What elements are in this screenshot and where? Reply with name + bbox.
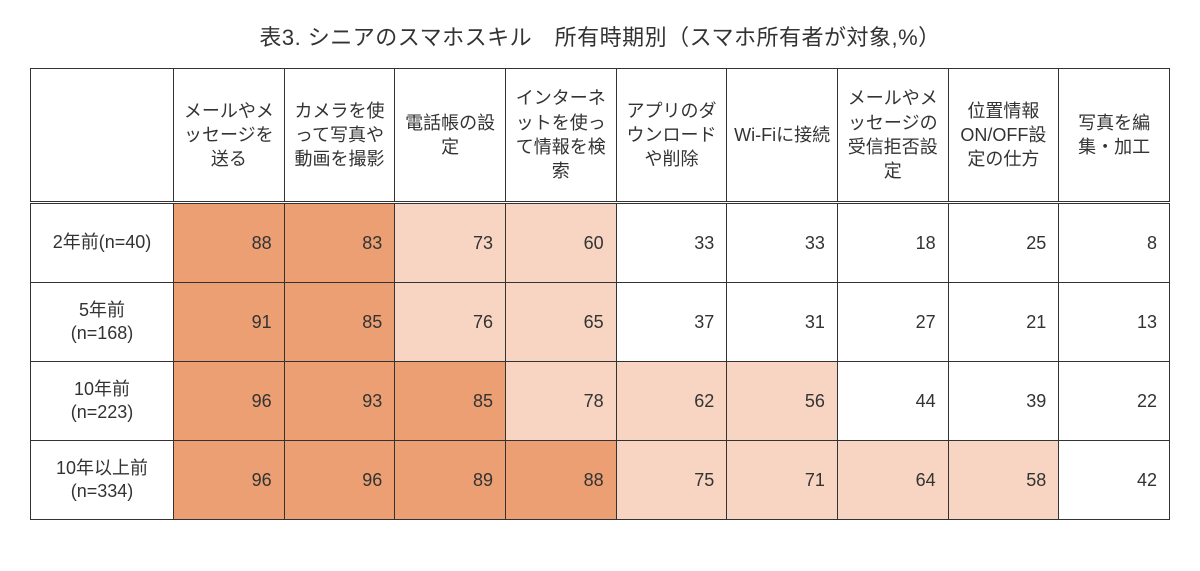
data-cell: 89 bbox=[395, 441, 506, 520]
data-cell: 65 bbox=[505, 283, 616, 362]
data-cell: 18 bbox=[837, 203, 948, 283]
col-header: 電話帳の設定 bbox=[395, 69, 506, 203]
data-cell: 25 bbox=[948, 203, 1059, 283]
data-cell: 39 bbox=[948, 362, 1059, 441]
data-cell: 58 bbox=[948, 441, 1059, 520]
skill-table: メールやメッセージを送る カメラを使って写真や動画を撮影 電話帳の設定 インター… bbox=[30, 68, 1170, 520]
data-cell: 83 bbox=[284, 203, 395, 283]
data-cell: 88 bbox=[174, 203, 285, 283]
data-cell: 44 bbox=[837, 362, 948, 441]
data-cell: 85 bbox=[284, 283, 395, 362]
data-cell: 33 bbox=[616, 203, 727, 283]
row-label: 10年以上前(n=334) bbox=[31, 441, 174, 520]
data-cell: 56 bbox=[727, 362, 838, 441]
data-cell: 96 bbox=[284, 441, 395, 520]
col-header: 写真を編集・加工 bbox=[1059, 69, 1170, 203]
data-cell: 76 bbox=[395, 283, 506, 362]
data-cell: 64 bbox=[837, 441, 948, 520]
header-row: メールやメッセージを送る カメラを使って写真や動画を撮影 電話帳の設定 インター… bbox=[31, 69, 1170, 203]
data-cell: 37 bbox=[616, 283, 727, 362]
col-header: メールやメッセージを送る bbox=[174, 69, 285, 203]
table-title: 表3. シニアのスマホスキル 所有時期別（スマホ所有者が対象,%） bbox=[30, 20, 1170, 52]
table-row: 2年前(n=40)88837360333318258 bbox=[31, 203, 1170, 283]
data-cell: 42 bbox=[1059, 441, 1170, 520]
data-cell: 8 bbox=[1059, 203, 1170, 283]
data-cell: 93 bbox=[284, 362, 395, 441]
row-label: 10年前(n=223) bbox=[31, 362, 174, 441]
data-cell: 73 bbox=[395, 203, 506, 283]
data-cell: 13 bbox=[1059, 283, 1170, 362]
data-cell: 78 bbox=[505, 362, 616, 441]
table-body: 2年前(n=40)888373603333182585年前(n=168)9185… bbox=[31, 203, 1170, 520]
col-header: 位置情報ON/OFF設定の仕方 bbox=[948, 69, 1059, 203]
col-header: インターネットを使って情報を検索 bbox=[505, 69, 616, 203]
row-label: 2年前(n=40) bbox=[31, 203, 174, 283]
data-cell: 60 bbox=[505, 203, 616, 283]
data-cell: 22 bbox=[1059, 362, 1170, 441]
data-cell: 31 bbox=[727, 283, 838, 362]
col-header: アプリのダウンロードや削除 bbox=[616, 69, 727, 203]
data-cell: 88 bbox=[505, 441, 616, 520]
data-cell: 21 bbox=[948, 283, 1059, 362]
data-cell: 85 bbox=[395, 362, 506, 441]
table-row: 10年前(n=223)969385786256443922 bbox=[31, 362, 1170, 441]
data-cell: 27 bbox=[837, 283, 948, 362]
data-cell: 75 bbox=[616, 441, 727, 520]
col-header: Wi-Fiに接続 bbox=[727, 69, 838, 203]
table-row: 10年以上前(n=334)969689887571645842 bbox=[31, 441, 1170, 520]
col-header: メールやメッセージの受信拒否設定 bbox=[837, 69, 948, 203]
data-cell: 96 bbox=[174, 441, 285, 520]
corner-cell bbox=[31, 69, 174, 203]
data-cell: 33 bbox=[727, 203, 838, 283]
data-cell: 96 bbox=[174, 362, 285, 441]
data-cell: 71 bbox=[727, 441, 838, 520]
data-cell: 62 bbox=[616, 362, 727, 441]
data-cell: 91 bbox=[174, 283, 285, 362]
col-header: カメラを使って写真や動画を撮影 bbox=[284, 69, 395, 203]
table-row: 5年前(n=168)918576653731272113 bbox=[31, 283, 1170, 362]
row-label: 5年前(n=168) bbox=[31, 283, 174, 362]
